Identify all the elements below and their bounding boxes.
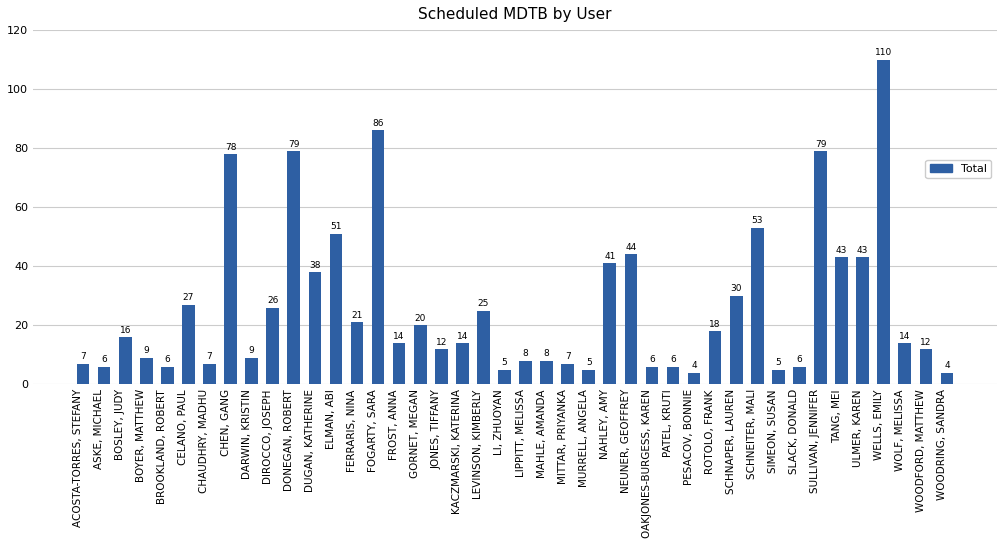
Bar [497, 370, 511, 384]
Text: 20: 20 [414, 314, 425, 323]
Text: 7: 7 [207, 352, 213, 361]
Bar [940, 373, 952, 384]
Bar [561, 364, 574, 384]
Bar [729, 296, 742, 384]
Bar [898, 343, 910, 384]
Text: 8: 8 [544, 349, 549, 359]
Text: 7: 7 [565, 352, 570, 361]
Bar [877, 59, 889, 384]
Bar [792, 367, 805, 384]
Text: 110: 110 [875, 48, 892, 57]
Bar [455, 343, 468, 384]
Bar [245, 358, 258, 384]
Bar [392, 343, 405, 384]
Text: 43: 43 [835, 246, 847, 255]
Bar [413, 325, 426, 384]
Text: 16: 16 [119, 326, 130, 335]
Text: 43: 43 [857, 246, 868, 255]
Text: 27: 27 [183, 293, 194, 302]
Text: 5: 5 [502, 358, 507, 367]
Text: 5: 5 [586, 358, 591, 367]
Legend: Total: Total [925, 160, 991, 179]
Text: 21: 21 [351, 311, 362, 320]
Text: 14: 14 [899, 331, 910, 341]
Text: 86: 86 [372, 119, 383, 128]
Bar [224, 154, 237, 384]
Text: 41: 41 [604, 252, 615, 261]
Bar [771, 370, 784, 384]
Bar [76, 364, 89, 384]
Text: 51: 51 [330, 222, 341, 232]
Bar [118, 337, 131, 384]
Text: 14: 14 [456, 331, 467, 341]
Bar [582, 370, 595, 384]
Text: 30: 30 [730, 284, 741, 293]
Bar [182, 305, 195, 384]
Text: 6: 6 [669, 355, 675, 364]
Bar [266, 307, 279, 384]
Bar [540, 361, 553, 384]
Bar [834, 257, 848, 384]
Bar [624, 255, 637, 384]
Text: 9: 9 [143, 347, 149, 355]
Text: 6: 6 [101, 355, 107, 364]
Bar [856, 257, 868, 384]
Bar [371, 130, 384, 384]
Bar [666, 367, 679, 384]
Text: 7: 7 [80, 352, 86, 361]
Text: 78: 78 [225, 143, 236, 152]
Text: 12: 12 [919, 337, 931, 347]
Bar [160, 367, 174, 384]
Bar [919, 349, 931, 384]
Text: 14: 14 [393, 331, 404, 341]
Text: 53: 53 [751, 216, 762, 226]
Text: 8: 8 [523, 349, 528, 359]
Bar [434, 349, 447, 384]
Bar [203, 364, 216, 384]
Bar [97, 367, 110, 384]
Bar [350, 322, 363, 384]
Text: 38: 38 [309, 261, 320, 270]
Bar [603, 263, 616, 384]
Text: 26: 26 [267, 296, 278, 305]
Text: 4: 4 [943, 361, 949, 370]
Bar [813, 151, 826, 384]
Title: Scheduled MDTB by User: Scheduled MDTB by User [418, 7, 611, 22]
Text: 79: 79 [813, 140, 825, 149]
Bar [645, 367, 658, 384]
Bar [750, 228, 763, 384]
Text: 44: 44 [625, 243, 636, 252]
Text: 18: 18 [709, 320, 720, 329]
Text: 25: 25 [477, 299, 488, 308]
Text: 79: 79 [288, 140, 299, 149]
Text: 6: 6 [164, 355, 171, 364]
Text: 5: 5 [774, 358, 780, 367]
Bar [139, 358, 152, 384]
Text: 4: 4 [691, 361, 696, 370]
Text: 6: 6 [795, 355, 801, 364]
Text: 6: 6 [648, 355, 654, 364]
Bar [708, 331, 721, 384]
Text: 9: 9 [249, 347, 254, 355]
Text: 12: 12 [435, 337, 446, 347]
Bar [329, 234, 342, 384]
Bar [476, 311, 489, 384]
Bar [687, 373, 700, 384]
Bar [287, 151, 300, 384]
Bar [519, 361, 532, 384]
Bar [308, 272, 321, 384]
